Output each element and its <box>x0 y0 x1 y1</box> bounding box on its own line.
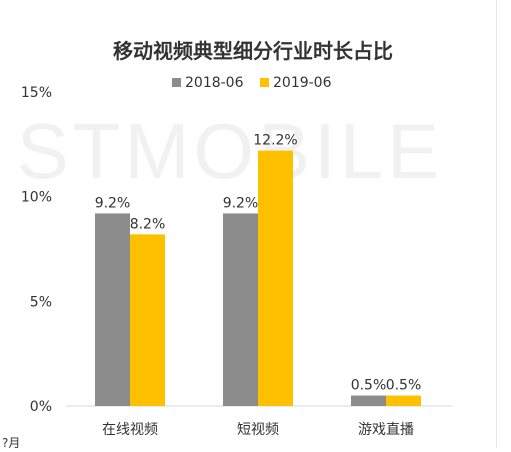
x-tick-label: 短视频 <box>237 422 279 438</box>
legend-label-2019-06: 2019-06 <box>273 75 332 91</box>
bottom-text-fragment: ?月 <box>0 432 30 448</box>
y-tick-label: 15% <box>21 85 52 101</box>
x-tick-label: 游戏直播 <box>358 421 414 438</box>
bottom-text: ?月 <box>2 436 21 448</box>
data-label: 12.2% <box>253 133 297 149</box>
data-label: 0.5% <box>351 378 387 394</box>
data-label: 0.5% <box>386 378 422 394</box>
y-tick-label: 5% <box>30 294 52 310</box>
bar-2019-06-游戏直播 <box>386 395 421 406</box>
data-label: 9.2% <box>95 195 131 211</box>
bar-2018-06-短视频 <box>223 213 258 406</box>
watermark-text: STMOBILE <box>17 107 443 195</box>
y-tick-label: 10% <box>21 190 52 206</box>
bar-2019-06-短视频 <box>258 150 293 406</box>
legend-label-2018-06: 2018-06 <box>185 75 244 91</box>
legend-swatch-2019-06 <box>260 78 269 87</box>
legend-swatch-2018-06 <box>172 78 181 87</box>
x-tick-label: 在线视频 <box>102 422 158 438</box>
bar-2018-06-游戏直播 <box>351 395 386 406</box>
bar-2019-06-在线视频 <box>130 234 165 406</box>
bar-2018-06-在线视频 <box>95 213 130 406</box>
y-tick-label: 0% <box>30 399 52 415</box>
data-label: 9.2% <box>223 195 259 211</box>
chart-title: 移动视频典型细分行业时长占比 <box>113 39 393 63</box>
data-label: 8.2% <box>130 216 166 232</box>
right-divider <box>496 0 497 448</box>
